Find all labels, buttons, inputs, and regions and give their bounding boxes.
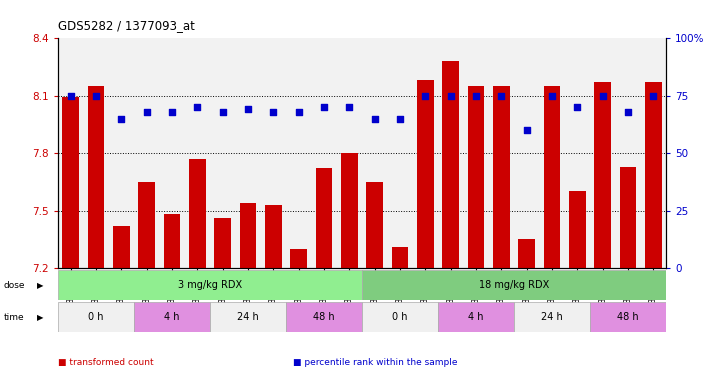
Text: dose: dose — [4, 281, 25, 290]
Text: 0 h: 0 h — [88, 312, 104, 322]
Point — [419, 93, 431, 99]
Point — [369, 116, 380, 122]
Bar — [240, 203, 256, 268]
Bar — [362, 302, 438, 332]
Point — [166, 109, 178, 115]
Point — [572, 104, 583, 110]
Bar — [493, 86, 510, 268]
Point — [116, 116, 127, 122]
Point — [622, 109, 634, 115]
Point — [546, 93, 557, 99]
Point — [319, 104, 330, 110]
Text: ▶: ▶ — [37, 313, 43, 322]
Bar — [134, 302, 210, 332]
Text: 0 h: 0 h — [392, 312, 407, 322]
Text: 48 h: 48 h — [313, 312, 335, 322]
Bar — [113, 226, 129, 268]
Bar — [544, 86, 560, 268]
Point — [445, 93, 456, 99]
Bar — [518, 239, 535, 268]
Text: 4 h: 4 h — [469, 312, 483, 322]
Text: 48 h: 48 h — [617, 312, 638, 322]
Bar — [290, 249, 307, 268]
Bar — [210, 302, 286, 332]
Bar — [341, 153, 358, 268]
Bar — [590, 302, 666, 332]
Point — [648, 93, 659, 99]
Bar — [468, 86, 484, 268]
Bar — [58, 302, 134, 332]
Text: GDS5282 / 1377093_at: GDS5282 / 1377093_at — [58, 19, 195, 32]
Text: 24 h: 24 h — [237, 312, 259, 322]
Bar — [58, 270, 362, 300]
Point — [496, 93, 507, 99]
Point — [90, 93, 102, 99]
Bar — [569, 192, 586, 268]
Point — [293, 109, 304, 115]
Bar — [442, 61, 459, 268]
Bar — [392, 247, 408, 268]
Bar — [87, 86, 105, 268]
Text: ■ percentile rank within the sample: ■ percentile rank within the sample — [293, 358, 457, 367]
Point — [192, 104, 203, 110]
Bar — [417, 80, 434, 268]
Text: 3 mg/kg RDX: 3 mg/kg RDX — [178, 280, 242, 290]
Bar — [366, 182, 383, 268]
Bar — [362, 270, 666, 300]
Point — [267, 109, 279, 115]
Bar — [215, 218, 231, 268]
Bar — [286, 302, 362, 332]
Bar — [620, 167, 636, 268]
Bar — [514, 302, 590, 332]
Bar — [265, 205, 282, 268]
Text: 24 h: 24 h — [541, 312, 563, 322]
Bar — [438, 302, 514, 332]
Bar — [316, 169, 332, 268]
Text: time: time — [4, 313, 24, 322]
Text: ▶: ▶ — [37, 281, 43, 290]
Point — [521, 127, 533, 133]
Bar — [139, 182, 155, 268]
Bar — [594, 82, 611, 268]
Bar — [164, 214, 180, 268]
Point — [141, 109, 152, 115]
Bar — [189, 159, 205, 268]
Point — [597, 93, 609, 99]
Point — [65, 93, 76, 99]
Text: 18 mg/kg RDX: 18 mg/kg RDX — [479, 280, 549, 290]
Text: 4 h: 4 h — [164, 312, 180, 322]
Bar — [63, 98, 79, 268]
Point — [343, 104, 355, 110]
Text: ■ transformed count: ■ transformed count — [58, 358, 154, 367]
Point — [242, 106, 254, 113]
Point — [470, 93, 481, 99]
Point — [395, 116, 406, 122]
Bar — [645, 82, 661, 268]
Point — [217, 109, 228, 115]
